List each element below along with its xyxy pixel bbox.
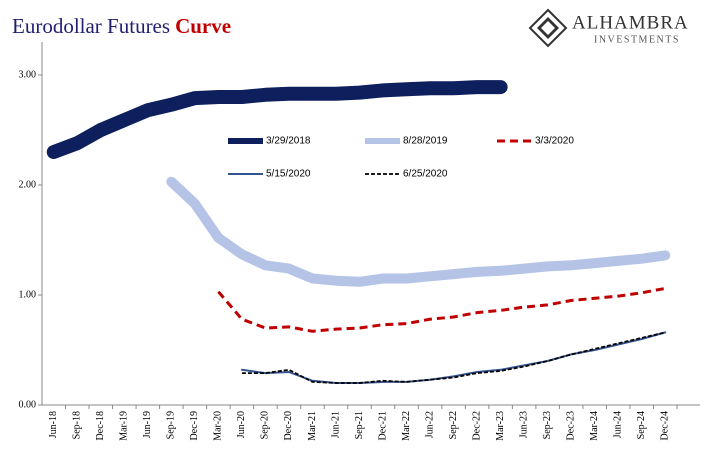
x-tick-label: Sep-22	[448, 411, 459, 439]
x-tick-label: Jun-20	[236, 411, 247, 438]
legend-label: 8/28/2019	[403, 136, 448, 147]
x-tick-label: Dec-19	[189, 411, 200, 440]
logo-sub: INVESTMENTS	[594, 34, 680, 45]
x-tick-label: Mar-20	[213, 411, 224, 441]
x-tick-label: Sep-21	[354, 411, 365, 439]
x-tick-label: Dec-24	[660, 411, 671, 440]
logo-name: ALHAMBRA	[572, 12, 689, 33]
x-tick-label: Sep-18	[72, 411, 83, 439]
x-tick-label: Jun-24	[613, 411, 624, 438]
x-tick-label: Mar-19	[119, 411, 130, 441]
x-tick-label: Jun-22	[424, 411, 435, 438]
series-line	[166, 176, 671, 287]
legend-label: 6/25/2020	[403, 169, 448, 180]
x-tick-label: Mar-22	[401, 411, 412, 441]
x-tick-label: Jun-18	[48, 411, 59, 438]
series-line	[217, 286, 666, 333]
x-tick-label: Jun-19	[142, 411, 153, 438]
logo: ALHAMBRA INVESTMENTS	[528, 8, 689, 48]
series-line	[241, 331, 666, 384]
x-tick-label: Sep-19	[166, 411, 177, 439]
chart-title: Eurodollar Futures Curve	[12, 14, 231, 38]
x-tick-label: Dec-23	[565, 411, 576, 440]
legend-label: 3/29/2018	[266, 136, 311, 147]
x-tick-label: Sep-24	[636, 411, 647, 439]
logo-diamond	[528, 8, 568, 48]
x-tick-label: Dec-22	[471, 411, 482, 440]
x-tick-label: Sep-20	[260, 411, 271, 439]
x-tick-label: Jun-21	[330, 411, 341, 438]
y-tick-label: 3.00	[19, 69, 37, 80]
title-highlight: Curve	[175, 14, 231, 38]
x-tick-label: Dec-21	[377, 411, 388, 440]
title-main: Eurodollar Futures	[12, 14, 170, 38]
series-line	[46, 80, 508, 159]
x-tick-label: Dec-20	[283, 411, 294, 440]
x-tick-label: Jun-23	[518, 411, 529, 438]
y-tick-label: 0.00	[19, 399, 37, 410]
x-tick-label: Sep-23	[542, 411, 553, 439]
legend-label: 3/3/2020	[535, 136, 574, 147]
x-tick-label: Mar-23	[495, 411, 506, 441]
logo-core	[541, 21, 555, 35]
x-tick-label: Mar-21	[307, 411, 318, 441]
y-tick-label: 1.00	[19, 289, 37, 300]
legend-label: 5/15/2020	[266, 169, 311, 180]
x-tick-label: Mar-24	[589, 411, 600, 441]
x-tick-label: Dec-18	[95, 411, 106, 440]
series-line	[240, 331, 667, 384]
y-tick-label: 2.00	[19, 179, 37, 190]
